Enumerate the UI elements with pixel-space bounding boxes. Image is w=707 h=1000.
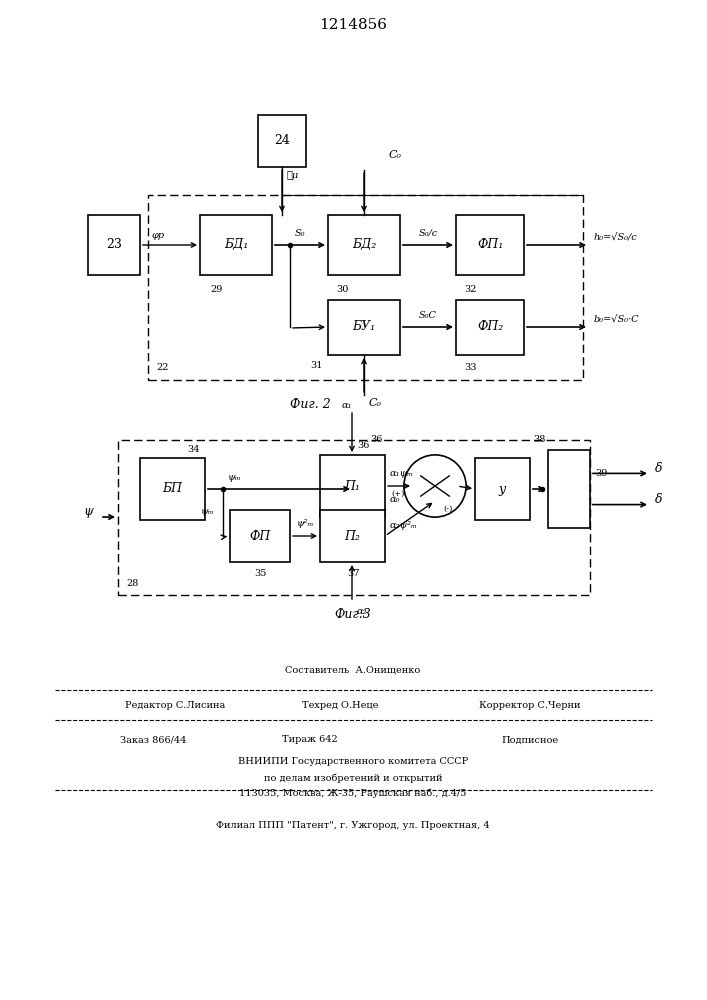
Bar: [258, 115, 306, 167]
Bar: [200, 215, 272, 275]
Text: 34: 34: [187, 446, 199, 454]
Text: ФП₂: ФП₂: [477, 320, 503, 334]
Text: ФП: ФП: [250, 530, 271, 542]
Text: 39: 39: [595, 469, 607, 478]
Text: ВНИИПИ Государственного комитета СССР: ВНИИПИ Государственного комитета СССР: [238, 758, 468, 766]
Text: (-): (-): [444, 505, 453, 513]
Bar: [140, 458, 205, 520]
Text: Техред О.Неце: Техред О.Неце: [302, 700, 378, 710]
Text: α₂ψ²ₘ: α₂ψ²ₘ: [390, 522, 418, 530]
Text: ψ: ψ: [83, 506, 93, 518]
Text: α₁ψₘ: α₁ψₘ: [390, 470, 414, 479]
Text: ℓμ: ℓμ: [287, 170, 299, 180]
Text: (+): (+): [391, 490, 404, 498]
Text: 31: 31: [310, 360, 322, 369]
Text: 35: 35: [254, 570, 267, 578]
Text: Составитель  А.Онищенко: Составитель А.Онищенко: [286, 666, 421, 674]
Bar: [456, 300, 524, 355]
Text: Филиал ППП "Патент", г. Ужгород, ул. Проектная, 4: Филиал ППП "Патент", г. Ужгород, ул. Про…: [216, 820, 490, 830]
Text: 113035, Москва, Ж-35, Раушская наб., д.4/5: 113035, Москва, Ж-35, Раушская наб., д.4…: [239, 788, 467, 798]
Circle shape: [404, 455, 466, 517]
Text: БП: БП: [162, 483, 182, 495]
Text: Заказ 866/44: Заказ 866/44: [120, 736, 187, 744]
Text: ψ²ₘ: ψ²ₘ: [296, 520, 314, 528]
Bar: [320, 455, 385, 517]
Text: S₀C: S₀C: [419, 310, 437, 320]
Text: C₀: C₀: [369, 398, 382, 408]
Text: БД₁: БД₁: [224, 238, 248, 251]
Text: h₀=√S₀/c: h₀=√S₀/c: [594, 232, 638, 241]
Text: 36: 36: [370, 436, 382, 444]
Text: 24: 24: [274, 134, 290, 147]
Text: Подписное: Подписное: [501, 736, 559, 744]
Bar: [548, 450, 590, 528]
Text: П₁: П₁: [344, 480, 360, 492]
Text: по делам изобретений и открытий: по делам изобретений и открытий: [264, 773, 443, 783]
Text: 38: 38: [533, 436, 545, 444]
Text: b₀=√S₀·C: b₀=√S₀·C: [594, 314, 640, 324]
Text: α₁: α₁: [342, 400, 353, 410]
Text: БУ₁: БУ₁: [352, 320, 375, 334]
Text: БД₂: БД₂: [352, 238, 376, 251]
Text: C₀: C₀: [389, 150, 402, 160]
Text: 36: 36: [357, 440, 369, 450]
Bar: [320, 510, 385, 562]
Bar: [456, 215, 524, 275]
Text: S₀/c: S₀/c: [419, 229, 438, 237]
Text: α₀: α₀: [390, 495, 400, 504]
Bar: [148, 195, 583, 380]
Bar: [88, 215, 140, 275]
Bar: [328, 300, 400, 355]
Text: ψₘ: ψₘ: [228, 473, 242, 482]
Text: 32: 32: [464, 284, 477, 294]
Text: у: у: [498, 483, 506, 495]
Text: Фиг. 2: Фиг. 2: [290, 398, 330, 412]
Text: Корректор С.Черни: Корректор С.Черни: [479, 700, 580, 710]
Bar: [328, 215, 400, 275]
Text: 28: 28: [126, 578, 139, 587]
Text: 37: 37: [347, 570, 359, 578]
Bar: [118, 440, 590, 595]
Bar: [475, 458, 530, 520]
Text: Редактор С.Лисина: Редактор С.Лисина: [125, 700, 225, 710]
Text: α₂: α₂: [357, 607, 368, 616]
Text: П₂: П₂: [344, 530, 360, 542]
Text: 30: 30: [336, 284, 349, 294]
Text: ФП₁: ФП₁: [477, 238, 503, 251]
Text: δ: δ: [655, 462, 662, 475]
Text: δ: δ: [655, 493, 662, 506]
Text: Фиг.3: Фиг.3: [334, 608, 371, 621]
Text: 33: 33: [464, 362, 477, 371]
Text: 22: 22: [156, 363, 168, 372]
Text: 23: 23: [106, 238, 122, 251]
Text: Тираж 642: Тираж 642: [282, 736, 338, 744]
Text: S₀: S₀: [295, 229, 305, 237]
Text: ψₘ: ψₘ: [201, 508, 215, 516]
Text: φр: φр: [152, 231, 165, 239]
Text: 29: 29: [210, 284, 223, 294]
Text: 1214856: 1214856: [319, 18, 387, 32]
Bar: [230, 510, 290, 562]
